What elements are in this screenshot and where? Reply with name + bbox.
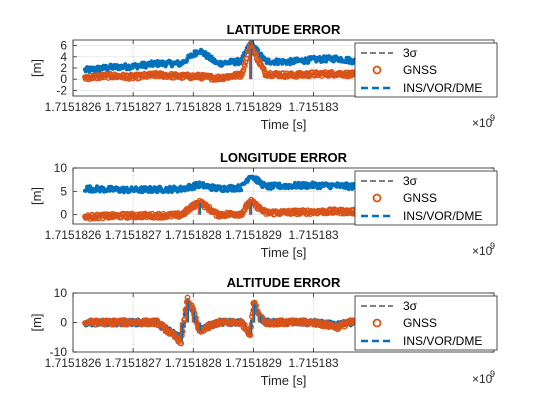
gnss-point <box>260 66 267 72</box>
x-tick-label: 1.7151829 <box>225 228 282 242</box>
x-tick-label: 1.715183 <box>289 228 339 242</box>
chart-panel-1: 1.7151826 1.7151827 1.7151828 1.7151829 1.71… <box>29 22 498 132</box>
x-tick-label: 1.7151828 <box>165 228 222 242</box>
x-tick-label: 1.7151827 <box>105 228 162 242</box>
y-axis-label: [m] <box>29 313 44 331</box>
ins-point <box>166 189 171 194</box>
x-tick-label: 1.715183 <box>289 100 339 114</box>
x-axis-label: Time [s] <box>261 245 307 260</box>
legend: 3σ GNSS INS/VOR/DME <box>354 42 498 98</box>
y-tick-label: 2 <box>60 61 67 75</box>
legend-gnss-marker <box>372 65 382 75</box>
x-exponent-base: ×10 <box>472 372 493 386</box>
x-tick-label: 1.7151829 <box>225 100 282 114</box>
legend-label-ins: INS/VOR/DME <box>403 81 482 95</box>
legend-label-gnss: GNSS <box>403 316 437 330</box>
x-tick-label: 1.7151829 <box>225 356 282 370</box>
x-axis-label: Time [s] <box>261 117 307 132</box>
legend-label-sigma: 3σ <box>403 174 418 188</box>
x-axis-label: Time [s] <box>261 373 307 388</box>
y-tick-label: 0 <box>60 72 67 86</box>
x-exponent-power: 9 <box>490 369 495 379</box>
legend-label-ins: INS/VOR/DME <box>403 209 482 223</box>
y-tick-label: 0 <box>60 208 67 222</box>
ins-point <box>218 184 223 189</box>
y-axis-label: [m] <box>29 187 44 205</box>
x-exponent-power: 9 <box>490 113 495 123</box>
legend-gnss-marker <box>372 318 382 328</box>
legend-label-sigma: 3σ <box>403 299 418 313</box>
x-exponent-base: ×10 <box>472 116 493 130</box>
ins-point <box>306 60 311 65</box>
ins-point <box>239 188 244 193</box>
chart-panel-3: 1.7151826 1.7151827 1.7151828 1.7151829 1.71… <box>29 275 498 388</box>
y-tick-label: -10 <box>50 345 68 359</box>
x-tick-label: 1.715183 <box>289 356 339 370</box>
y-tick-label: 4 <box>60 50 67 64</box>
x-tick-label: 1.7151828 <box>165 100 222 114</box>
ins-point <box>206 52 211 57</box>
legend-label-sigma: 3σ <box>403 46 418 60</box>
x-tick-label: 1.7151826 <box>45 356 102 370</box>
legend-label-gnss: GNSS <box>403 63 437 77</box>
x-tick-label: 1.7151828 <box>165 356 222 370</box>
legend-gnss-marker <box>372 193 382 203</box>
y-tick-label: 0 <box>60 316 67 330</box>
y-tick-label: 10 <box>54 161 68 175</box>
x-tick-label: 1.7151826 <box>45 100 102 114</box>
y-tick-label: 5 <box>60 184 67 198</box>
ins-point <box>87 69 92 74</box>
legend-label-ins: INS/VOR/DME <box>403 334 482 348</box>
x-exponent-power: 9 <box>490 241 495 251</box>
x-exponent-base: ×10 <box>472 244 493 258</box>
series-ins-vor-dme <box>82 40 454 81</box>
y-tick-label: 6 <box>60 39 67 53</box>
gnss-point <box>241 206 248 213</box>
chart-title: LONGITUDE ERROR <box>220 150 348 165</box>
x-tick-label: 1.7151827 <box>105 356 162 370</box>
chart-title: ALTITUDE ERROR <box>227 275 341 290</box>
x-tick-label: 1.7151826 <box>45 228 102 242</box>
y-axis-label: [m] <box>29 59 44 77</box>
x-tick-label: 1.7151827 <box>105 100 162 114</box>
legend: 3σ GNSS INS/VOR/DME <box>354 295 498 351</box>
legend: 3σ GNSS INS/VOR/DME <box>354 170 498 226</box>
chart-title: LATITUDE ERROR <box>227 22 341 37</box>
y-tick-label: 10 <box>54 286 68 300</box>
chart-panel-2: 1.7151826 1.7151827 1.7151828 1.7151829 1.71… <box>29 150 498 260</box>
legend-label-gnss: GNSS <box>403 191 437 205</box>
y-tick-label: -2 <box>56 83 67 97</box>
